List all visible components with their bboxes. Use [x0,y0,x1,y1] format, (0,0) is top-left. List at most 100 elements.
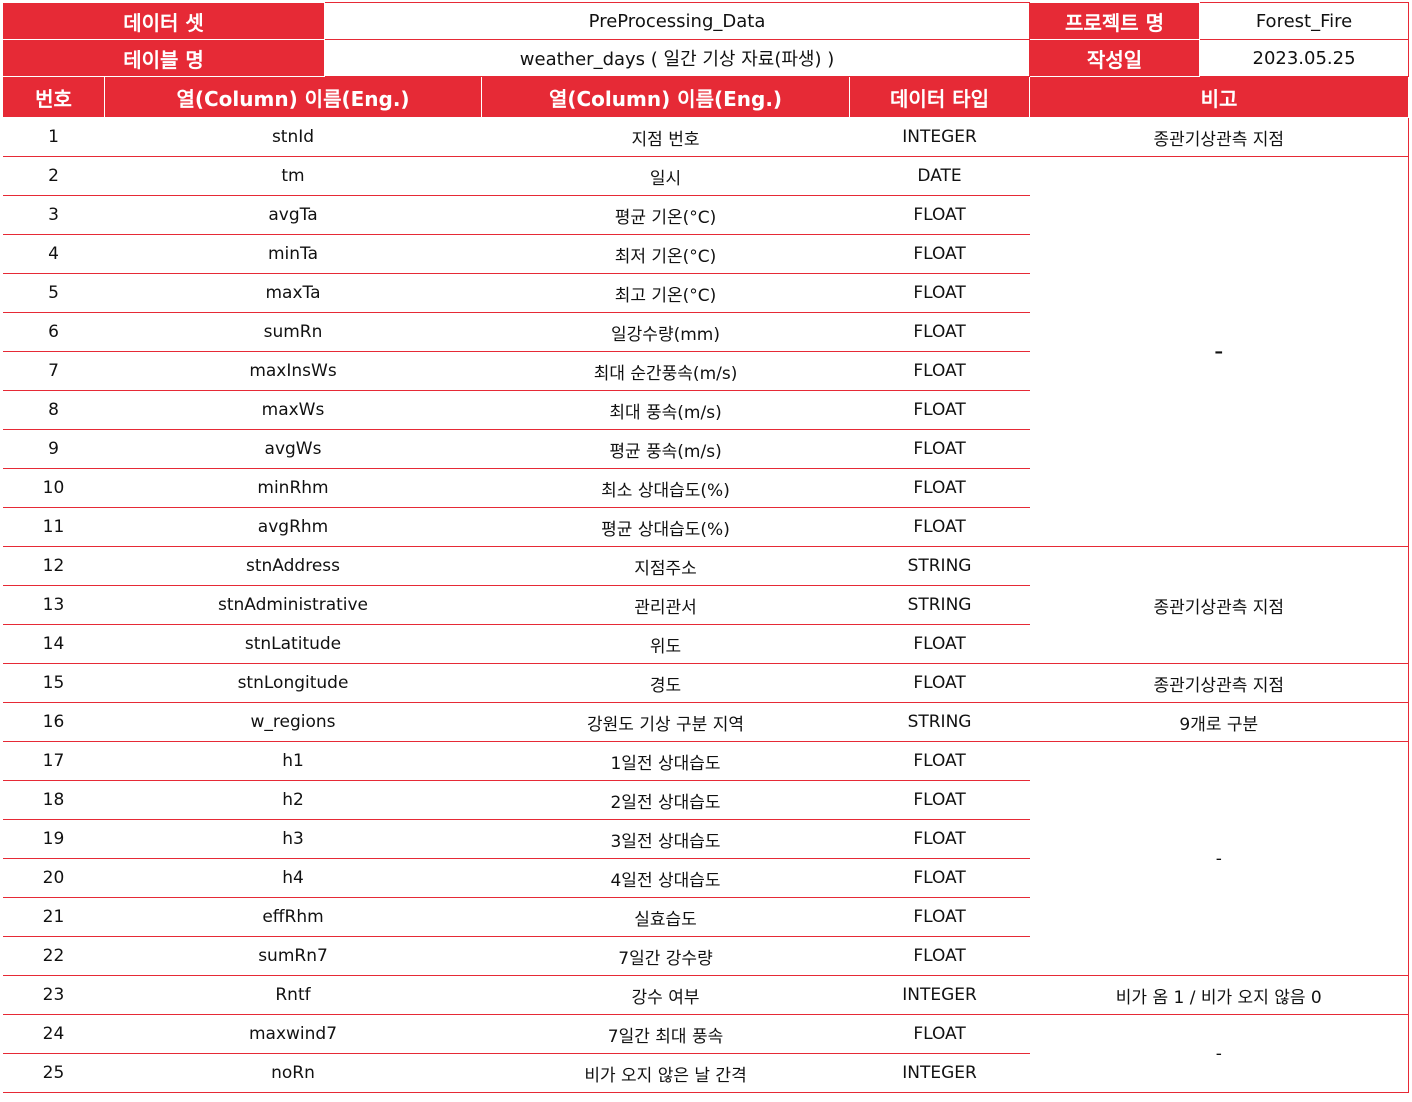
column-description: 2일전 상대습도 [481,780,850,820]
table-row: 18 h2 2일전 상대습도 FLOAT [2,780,1409,820]
column-name-eng: stnId [104,117,482,157]
column-description: 평균 상대습도(%) [481,507,850,547]
table-row: 9 avgWs 평균 풍속(m/s) FLOAT [2,429,1409,469]
row-number: 3 [2,195,105,235]
table-label: 테이블 명 [1,39,326,77]
row-number: 20 [2,858,105,898]
data-type: FLOAT [849,429,1030,469]
column-description: 최소 상대습도(%) [481,468,850,508]
column-description: 일시 [481,156,850,196]
row-number: 14 [2,624,105,664]
data-type: FLOAT [849,663,1030,703]
data-type: FLOAT [849,897,1030,937]
row-number: 1 [2,117,105,157]
data-type: FLOAT [849,468,1030,508]
column-name-eng: stnLatitude [104,624,482,664]
data-type: DATE [849,156,1030,196]
column-name-eng: avgWs [104,429,482,469]
column-name-eng: h1 [104,741,482,781]
row-number: 15 [2,663,105,703]
table-row: 13 stnAdministrative 관리관서 STRING [2,585,1409,625]
data-type: FLOAT [849,312,1030,352]
table-row: 4 minTa 최저 기온(°C) FLOAT [2,234,1409,274]
column-name-eng: h4 [104,858,482,898]
row-number: 2 [2,156,105,196]
column-header-row: 번호 열(Column) 이름(Eng.) 열(Column) 이름(Eng.)… [2,76,1410,118]
data-type: STRING [849,546,1030,586]
note-cell: 종관기상관측 지점 [1029,663,1410,703]
header-note: 비고 [1029,76,1410,118]
row-number: 12 [2,546,105,586]
column-name-eng: maxInsWs [104,351,482,391]
column-description: 비가 오지 않은 날 간격 [481,1053,850,1093]
row-number: 5 [2,273,105,313]
note-cell: - [1029,741,1410,976]
data-type: FLOAT [849,273,1030,313]
column-description: 최대 풍속(m/s) [481,390,850,430]
note-cell: 종관기상관측 지점 [1029,117,1410,157]
column-description: 경도 [481,663,850,703]
data-type: STRING [849,702,1030,742]
meta-row-table: 테이블 명 weather_days ( 일간 기상 자료(파생) ) 작성일 … [1,39,1410,77]
data-type: FLOAT [849,1014,1030,1054]
row-number: 24 [2,1014,105,1054]
column-name-eng: stnAddress [104,546,482,586]
header-data-type: 데이터 타입 [849,76,1031,118]
table-row: 14 stnLatitude 위도 FLOAT [2,624,1409,664]
column-name-eng: tm [104,156,482,196]
data-type: FLOAT [849,858,1030,898]
table-row: 5 maxTa 최고 기온(°C) FLOAT [2,273,1409,313]
column-description: 강원도 기상 구분 지역 [481,702,850,742]
column-name-eng: h2 [104,780,482,820]
data-type: FLOAT [849,819,1030,859]
row-number: 11 [2,507,105,547]
table-row: 25 noRn 비가 오지 않은 날 간격 INTEGER [2,1053,1409,1093]
data-type: FLOAT [849,390,1030,430]
meta-row-dataset: 데이터 셋 PreProcessing_Data 프로젝트 명 Forest_F… [1,2,1410,40]
column-name-eng: w_regions [104,702,482,742]
row-number: 6 [2,312,105,352]
table-row: 15 stnLongitude 경도 FLOAT 종관기상관측 지점 [2,663,1410,703]
column-description: 최저 기온(°C) [481,234,850,274]
column-name-eng: Rntf [104,975,482,1015]
data-type: FLOAT [849,351,1030,391]
table-body: 1 stnId 지점 번호 INTEGER 종관기상관측 지점 2 tm 일시 DATE –3 av… [2,117,1410,1093]
column-name-eng: sumRn [104,312,482,352]
header-column-eng: 열(Column) 이름(Eng.) [103,76,483,118]
note-cell: - [1029,1014,1410,1093]
column-description: 강수 여부 [481,975,850,1015]
row-number: 18 [2,780,105,820]
table-row: 23 Rntf 강수 여부 INTEGER 비가 옴 1 / 비가 오지 않음 0 [2,975,1410,1015]
note-cell: 9개로 구분 [1029,702,1410,742]
table-row: 10 minRhm 최소 상대습도(%) FLOAT [2,468,1409,508]
data-type: FLOAT [849,936,1030,976]
table-value: weather_days ( 일간 기상 자료(파생) ) [324,39,1031,77]
header-column-desc: 열(Column) 이름(Eng.) [481,76,851,118]
column-description: 평균 기온(°C) [481,195,850,235]
column-description: 관리관서 [481,585,850,625]
column-description: 최대 순간풍속(m/s) [481,351,850,391]
data-type: INTEGER [849,975,1030,1015]
data-type: FLOAT [849,741,1030,781]
row-number: 22 [2,936,105,976]
row-number: 13 [2,585,105,625]
data-type: STRING [849,585,1030,625]
column-description: 최고 기온(°C) [481,273,850,313]
column-name-eng: h3 [104,819,482,859]
column-description: 지점주소 [481,546,850,586]
row-number: 7 [2,351,105,391]
row-number: 23 [2,975,105,1015]
table-row: 7 maxInsWs 최대 순간풍속(m/s) FLOAT [2,351,1409,391]
project-label: 프로젝트 명 [1029,2,1201,40]
column-name-eng: avgRhm [104,507,482,547]
row-number: 17 [2,741,105,781]
project-value: Forest_Fire [1199,2,1410,40]
dataset-value: PreProcessing_Data [324,2,1031,40]
column-name-eng: avgTa [104,195,482,235]
note-cell: – [1029,156,1410,547]
row-number: 4 [2,234,105,274]
column-description: 실효습도 [481,897,850,937]
column-name-eng: sumRn7 [104,936,482,976]
table-row: 3 avgTa 평균 기온(°C) FLOAT [2,195,1409,235]
